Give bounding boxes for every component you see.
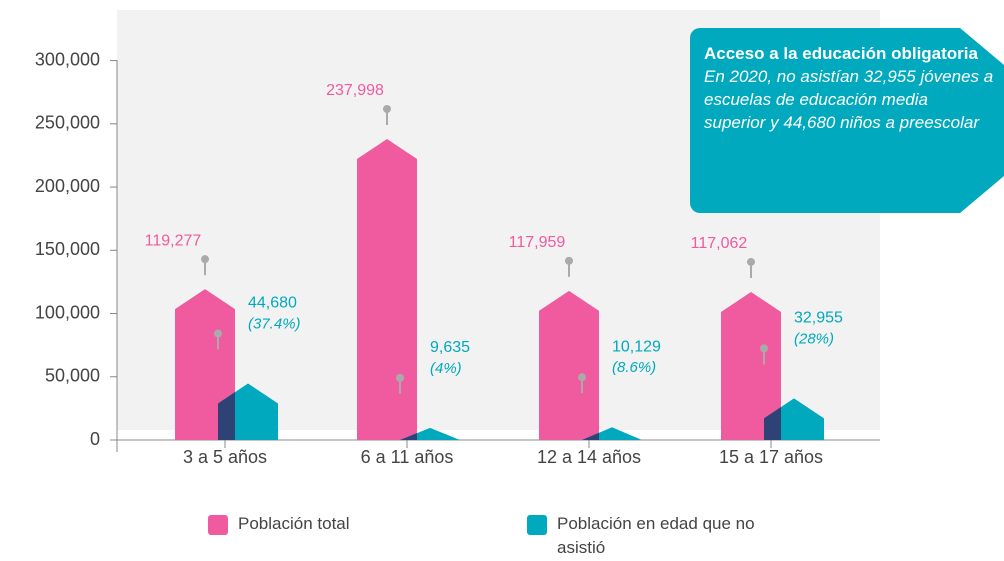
value-label: 237,998: [326, 82, 384, 99]
overlap: [582, 432, 599, 440]
value-label: 117,959: [509, 234, 566, 251]
y-tick-label: 50,000: [45, 366, 100, 386]
note: (28%): [794, 330, 834, 347]
callout-title: Acceso a la educación obligatoria: [704, 44, 978, 63]
bar: [539, 290, 599, 440]
y-tick-label: 150,000: [35, 239, 100, 259]
y-tick-label: 300,000: [35, 49, 100, 69]
y-tick-label: 100,000: [35, 302, 100, 322]
y-tick-label: 250,000: [35, 113, 100, 133]
overlap: [400, 433, 417, 440]
pin-head: [383, 105, 391, 114]
note: (37.4%): [248, 315, 301, 332]
legend-label: Población en edad que no asistió: [557, 514, 755, 557]
value-label: 117,062: [691, 235, 748, 252]
y-tick-label: 0: [90, 429, 100, 449]
pin-head: [214, 329, 222, 338]
callout: Acceso a la educación obligatoria En 202…: [690, 28, 1004, 213]
pin-head: [396, 373, 404, 382]
overlap: [218, 392, 235, 440]
value-label: 9,635: [430, 339, 470, 356]
bar: [721, 291, 781, 440]
x-tick-label: 12 a 14 años: [536, 447, 642, 467]
overlap: [764, 406, 781, 440]
pin-head: [201, 255, 209, 264]
pin-head: [747, 257, 755, 266]
note: (4%): [430, 360, 462, 377]
value-label: 10,129: [612, 338, 661, 355]
value-label: 119,277: [145, 232, 202, 249]
legend-swatch: [527, 515, 547, 535]
x-tick-label: 6 a 11 años: [360, 447, 454, 467]
bar: [357, 139, 417, 440]
callout-text: En 2020, no asistían 32,955 jóvenes a es…: [704, 67, 994, 132]
y-tick-label: 200,000: [35, 176, 100, 196]
note: (8.6%): [612, 359, 656, 376]
x-tick-label: 3 a 5 años: [182, 447, 268, 467]
legend-swatch: [208, 515, 228, 535]
pin-head: [565, 256, 573, 265]
value-label: 32,955: [794, 310, 843, 327]
legend-label: Población total: [238, 514, 350, 533]
x-tick-label: 15 a 17 años: [718, 447, 824, 467]
pin-head: [760, 344, 768, 353]
pin-head: [578, 373, 586, 382]
value-label: 44,680: [248, 295, 297, 312]
